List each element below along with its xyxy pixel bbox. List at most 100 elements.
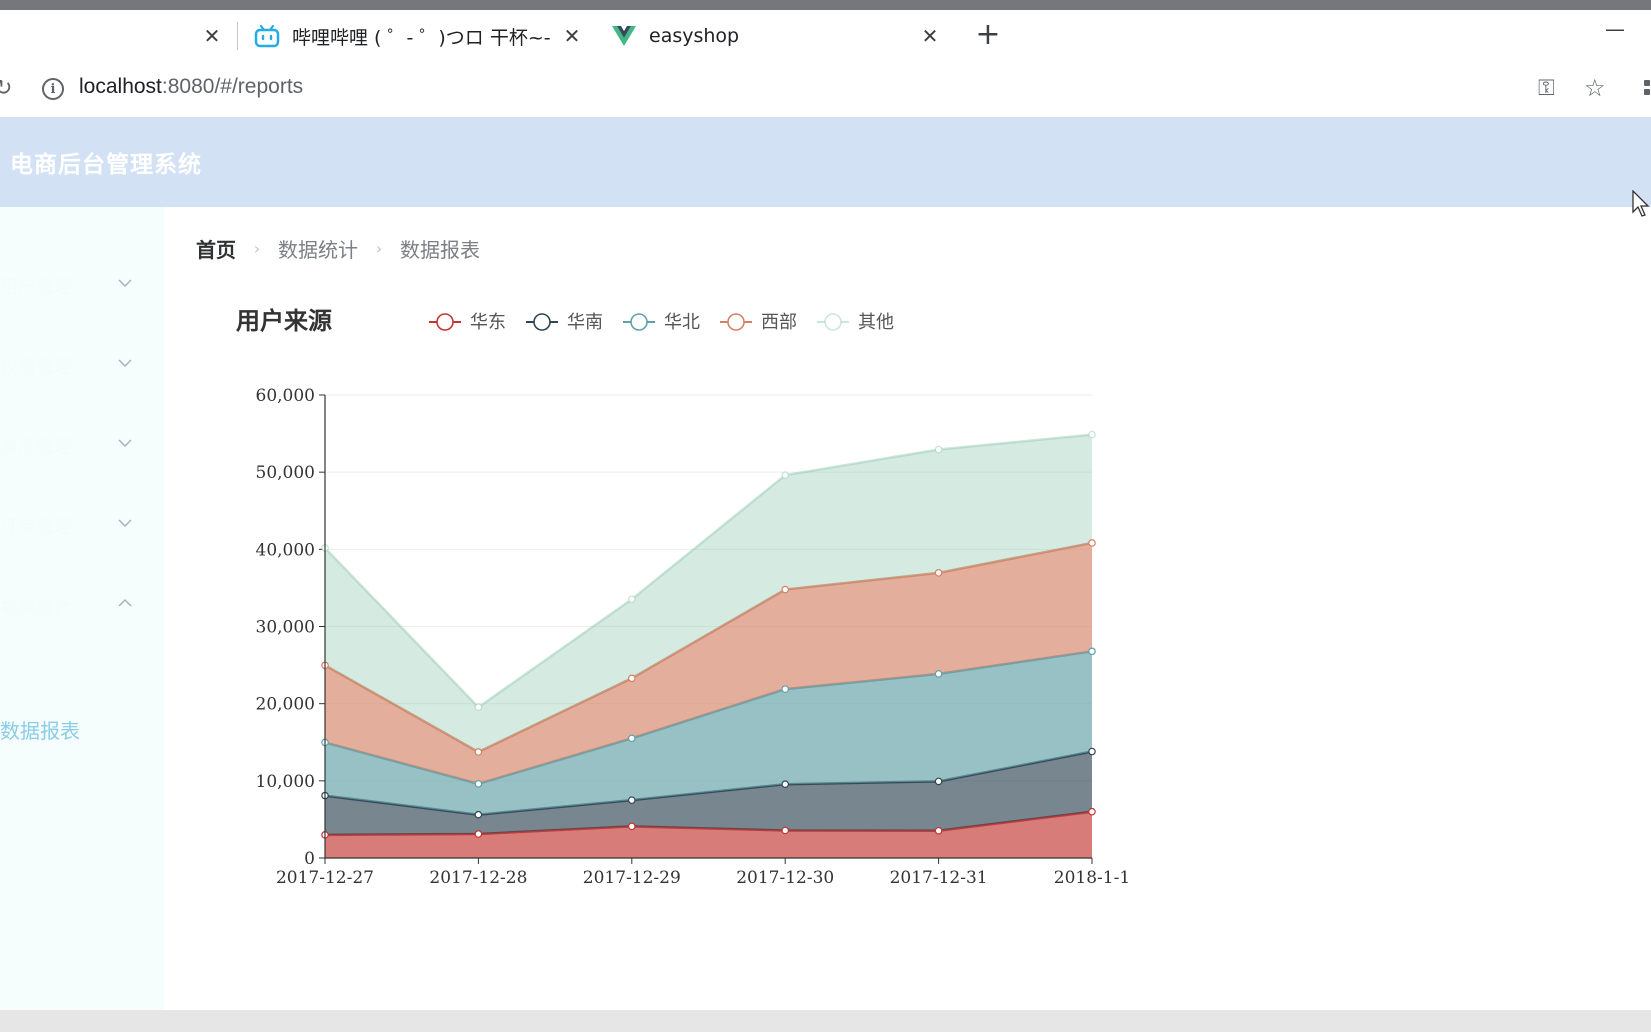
chevron-down-icon	[118, 439, 132, 448]
sidebar-item-label: 数据统计	[0, 597, 72, 618]
y-tick-label: 40,000	[256, 540, 315, 560]
user-source-chart: 用户来源 0 10,000 20,000 30,000 40,000 50,000 60,00…	[236, 307, 1130, 888]
url-field[interactable]: localhost:8080/#/reports	[79, 75, 303, 99]
series-line-其他	[324, 433, 1093, 709]
reload-icon[interactable]: ↻	[0, 76, 13, 101]
sidebar-item-goods[interactable]: 商品管理	[0, 427, 164, 467]
star-icon[interactable]: ☆	[1584, 74, 1606, 102]
data-point	[1088, 647, 1096, 656]
data-point	[1088, 539, 1096, 547]
area-其他	[325, 434, 1092, 752]
y-tick-label: 10,000	[256, 772, 315, 792]
data-point	[781, 826, 790, 835]
tab-bar: ✕ 哔哩哔哩 ( ゜- ゜)つロ 干杯~-bilil ✕ easyshop ✕ …	[0, 10, 1651, 62]
data-point	[627, 734, 636, 743]
legend-marker	[533, 313, 551, 331]
url-host: localhost	[79, 75, 162, 98]
legend-marker	[824, 313, 842, 331]
sidebar-item-label: 商品管理	[0, 437, 72, 458]
menu-icon[interactable]	[1640, 78, 1651, 98]
legend-item[interactable]: 华北	[623, 312, 700, 333]
close-icon[interactable]: ✕	[921, 24, 939, 48]
sidebar-item-label: 权限管理	[0, 357, 72, 378]
data-point	[1088, 430, 1096, 439]
data-point	[474, 830, 483, 838]
data-point	[474, 748, 483, 756]
chevron-down-icon	[118, 279, 132, 288]
y-tick-label: 20,000	[256, 695, 315, 715]
mouse-cursor-icon	[1632, 190, 1650, 217]
breadcrumb-item: 数据统计	[278, 238, 358, 262]
x-tick-label: 2018-1-1	[1054, 868, 1130, 888]
sidebar-item-orders[interactable]: 订单管理	[0, 507, 164, 547]
data-point	[627, 796, 636, 804]
url-path: :8080/#/reports	[161, 75, 304, 98]
y-tick-label: 30,000	[256, 618, 315, 638]
info-icon[interactable]: i	[42, 78, 64, 100]
data-point	[627, 674, 636, 683]
window-top-strip	[0, 0, 1651, 10]
x-tick-label: 2017-12-27	[276, 868, 374, 888]
close-icon[interactable]: ✕	[203, 24, 221, 48]
data-point	[934, 569, 943, 577]
x-tick-label: 2017-12-28	[429, 868, 527, 888]
chevron-right-icon: ›	[253, 239, 261, 258]
data-point	[474, 703, 483, 712]
legend-marker	[727, 313, 745, 331]
tab-easyshop[interactable]: easyshop ✕	[611, 10, 941, 62]
bottom-strip	[0, 1010, 1651, 1032]
tab-title: 哔哩哔哩 ( ゜- ゜)つロ 干杯~-bilil	[292, 26, 552, 49]
sidebar-item-label: 用户管理	[0, 277, 72, 298]
close-icon[interactable]: ✕	[563, 24, 581, 48]
x-tick-label: 2017-12-30	[736, 868, 834, 888]
sidebar-item-reports[interactable]: 数据统计	[0, 587, 164, 627]
main-content: 首页 › 数据统计 › 数据报表 用户来源 0 10,000 20,000 30,000…	[164, 207, 1651, 1010]
legend-item[interactable]: 华南	[526, 312, 603, 333]
sidebar-subitem-reports[interactable]: 数据报表	[0, 719, 80, 743]
breadcrumb-home[interactable]: 首页	[196, 238, 236, 262]
tab-1[interactable]: ✕	[0, 10, 230, 62]
sidebar-item-users[interactable]: 用户管理	[0, 267, 164, 307]
new-tab-button[interactable]: +	[975, 17, 1001, 52]
legend-label: 华南	[567, 312, 603, 333]
legend-label: 其他	[858, 312, 894, 333]
legend-item[interactable]: 西部	[720, 312, 797, 333]
tab-bilibili[interactable]: 哔哩哔哩 ( ゜- ゜)つロ 干杯~-bilil ✕	[254, 10, 584, 62]
data-point	[1088, 747, 1096, 756]
series-line-西部	[324, 541, 1093, 754]
legend-item[interactable]: 华东	[429, 312, 506, 333]
legend-item[interactable]: 其他	[817, 312, 894, 333]
y-tick-label: 60,000	[256, 386, 315, 406]
chevron-down-icon	[118, 359, 132, 368]
data-point	[934, 670, 943, 678]
sidebar-item-label: 订单管理	[0, 517, 72, 538]
minimize-icon[interactable]: —	[1605, 17, 1625, 41]
chevron-right-icon: ›	[375, 239, 383, 258]
x-tick-label: 2017-12-29	[583, 868, 681, 888]
x-tick-label: 2017-12-31	[890, 868, 988, 888]
address-bar: ↻ i localhost:8080/#/reports ⚿ ☆	[0, 62, 1651, 117]
chevron-up-icon	[118, 598, 132, 607]
data-point	[474, 780, 483, 788]
legend-label: 华东	[470, 312, 506, 333]
key-icon[interactable]: ⚿	[1538, 76, 1555, 101]
sidebar: 用户管理 权限管理 商品管理 订单管理 数据统计 数据报表	[0, 207, 164, 1010]
chevron-down-icon	[118, 519, 132, 528]
data-point	[781, 471, 790, 479]
area-华东	[325, 811, 1092, 858]
data-point	[781, 585, 790, 594]
data-point	[781, 780, 790, 788]
data-point	[781, 685, 790, 693]
legend-label: 西部	[761, 312, 797, 333]
y-tick-label: 0	[304, 849, 315, 869]
sidebar-item-rights[interactable]: 权限管理	[0, 347, 164, 387]
area-华北	[325, 651, 1092, 815]
breadcrumb-item: 数据报表	[400, 238, 480, 262]
app-header: 电商后台管理系统	[0, 117, 1651, 207]
legend-marker	[630, 313, 648, 331]
data-point	[934, 826, 943, 835]
data-point	[1088, 807, 1096, 816]
chart-title: 用户来源	[236, 307, 332, 335]
area-西部	[325, 542, 1092, 784]
vue-icon	[611, 23, 637, 49]
